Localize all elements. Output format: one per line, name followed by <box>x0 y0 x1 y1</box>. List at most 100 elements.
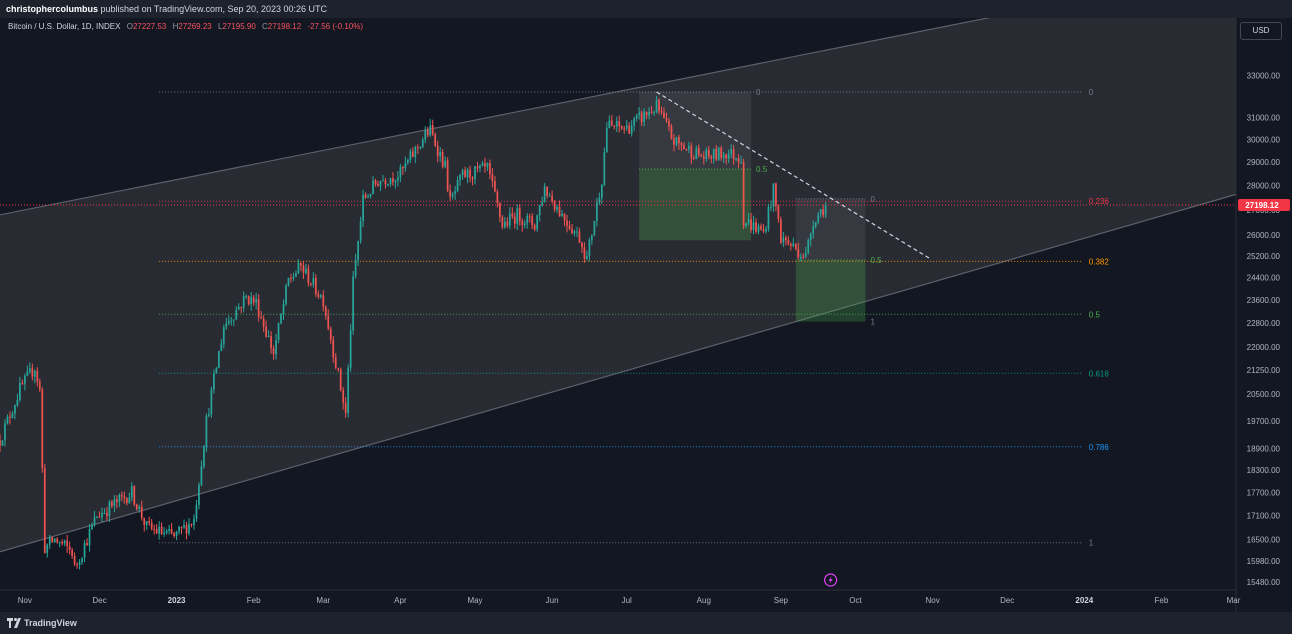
last-price-label: 27198.12 <box>1245 201 1279 210</box>
candle <box>402 165 404 175</box>
candle <box>474 166 476 185</box>
candle-body <box>464 170 466 177</box>
candle-body <box>4 423 6 441</box>
candle-body <box>615 121 618 127</box>
candle-body <box>78 562 81 565</box>
candle-body <box>680 143 683 145</box>
candle-body <box>411 151 414 157</box>
candle <box>404 156 407 172</box>
candle-body <box>160 526 163 534</box>
candle-body <box>461 170 464 176</box>
x-tick-label: Sep <box>774 596 789 605</box>
candle <box>58 541 61 548</box>
y-tick-label: 17700.00 <box>1247 488 1281 497</box>
candle-body <box>98 516 101 518</box>
candle <box>541 196 544 207</box>
candle-body <box>404 162 407 169</box>
candle-body <box>516 208 519 224</box>
candle <box>300 262 302 272</box>
candle-body <box>576 231 578 233</box>
candle-body <box>285 285 287 304</box>
candle-body <box>648 111 650 116</box>
candle-body <box>496 191 499 203</box>
candle <box>359 216 362 244</box>
y-tick-label: 17100.00 <box>1247 512 1281 521</box>
y-tick-label: 29000.00 <box>1247 158 1281 167</box>
candle <box>280 313 282 325</box>
candle-body <box>369 193 372 197</box>
candle-body <box>409 151 412 160</box>
x-tick-label: Dec <box>92 596 106 605</box>
candle <box>33 369 36 384</box>
tradingview-logo-icon[interactable] <box>7 617 21 629</box>
candle-body <box>247 295 250 305</box>
candle-body <box>96 516 98 518</box>
change-value: -27.56 (-0.10%) <box>307 22 363 31</box>
price-scale-background <box>1236 18 1292 612</box>
candle <box>108 500 111 522</box>
candle-body <box>275 340 277 355</box>
candle <box>678 134 680 150</box>
candle-body <box>789 243 792 247</box>
x-tick-label: Nov <box>18 596 32 605</box>
candle <box>742 158 745 230</box>
candle <box>9 411 11 425</box>
y-tick-label: 28000.00 <box>1247 182 1281 191</box>
candle-body <box>595 202 598 221</box>
candle-body <box>508 213 511 226</box>
candle <box>506 217 509 229</box>
candle-body <box>332 339 335 358</box>
candle <box>645 111 648 120</box>
candle-body <box>175 531 178 537</box>
candle-body <box>541 201 544 206</box>
candle-body <box>133 486 136 505</box>
candle <box>66 534 69 553</box>
candle-body <box>402 166 404 169</box>
publisher-name[interactable]: christophercolumbus <box>6 4 99 14</box>
fib-level-label: 0.618 <box>1089 369 1110 378</box>
fib-box-1-lower-zone <box>639 168 752 241</box>
candle-body <box>148 521 151 523</box>
candle-body <box>222 327 225 344</box>
candle-body <box>650 111 653 113</box>
fib-box-2-lower-zone <box>795 260 866 322</box>
candle <box>354 253 357 279</box>
candle-body <box>297 262 300 274</box>
brand-name[interactable]: TradingView <box>24 618 77 628</box>
candle <box>680 141 683 152</box>
candle <box>205 413 208 453</box>
candle-body <box>93 517 96 525</box>
candle-body <box>406 159 409 163</box>
candle-body <box>571 228 573 234</box>
candle-body <box>673 138 675 145</box>
candle-body <box>265 326 267 337</box>
symbol-title[interactable]: Bitcoin / U.S. Dollar, 1D, INDEX <box>8 22 121 31</box>
candle-body <box>387 183 389 185</box>
fib-level-label: 1 <box>1089 539 1094 548</box>
candle <box>240 306 243 314</box>
footer-bar: TradingView <box>0 612 1292 634</box>
candle <box>523 219 526 229</box>
candle <box>292 272 295 282</box>
candle <box>86 538 88 546</box>
lightning-event-icon[interactable] <box>824 573 838 587</box>
candle <box>573 229 576 237</box>
candle <box>270 331 272 354</box>
candle <box>357 240 359 266</box>
candle <box>188 518 190 536</box>
candle <box>586 250 588 261</box>
candle-body <box>305 268 307 273</box>
candle <box>735 157 737 162</box>
candle <box>660 106 663 115</box>
candle-body <box>503 221 506 228</box>
candle-body <box>372 180 374 194</box>
candle-body <box>178 526 180 532</box>
candle <box>222 324 225 349</box>
currency-button[interactable]: USD <box>1240 22 1282 40</box>
candle <box>411 147 414 158</box>
candle-body <box>471 177 474 180</box>
x-tick-label: Feb <box>247 596 261 605</box>
candle <box>789 242 792 251</box>
candle-body <box>56 538 59 543</box>
